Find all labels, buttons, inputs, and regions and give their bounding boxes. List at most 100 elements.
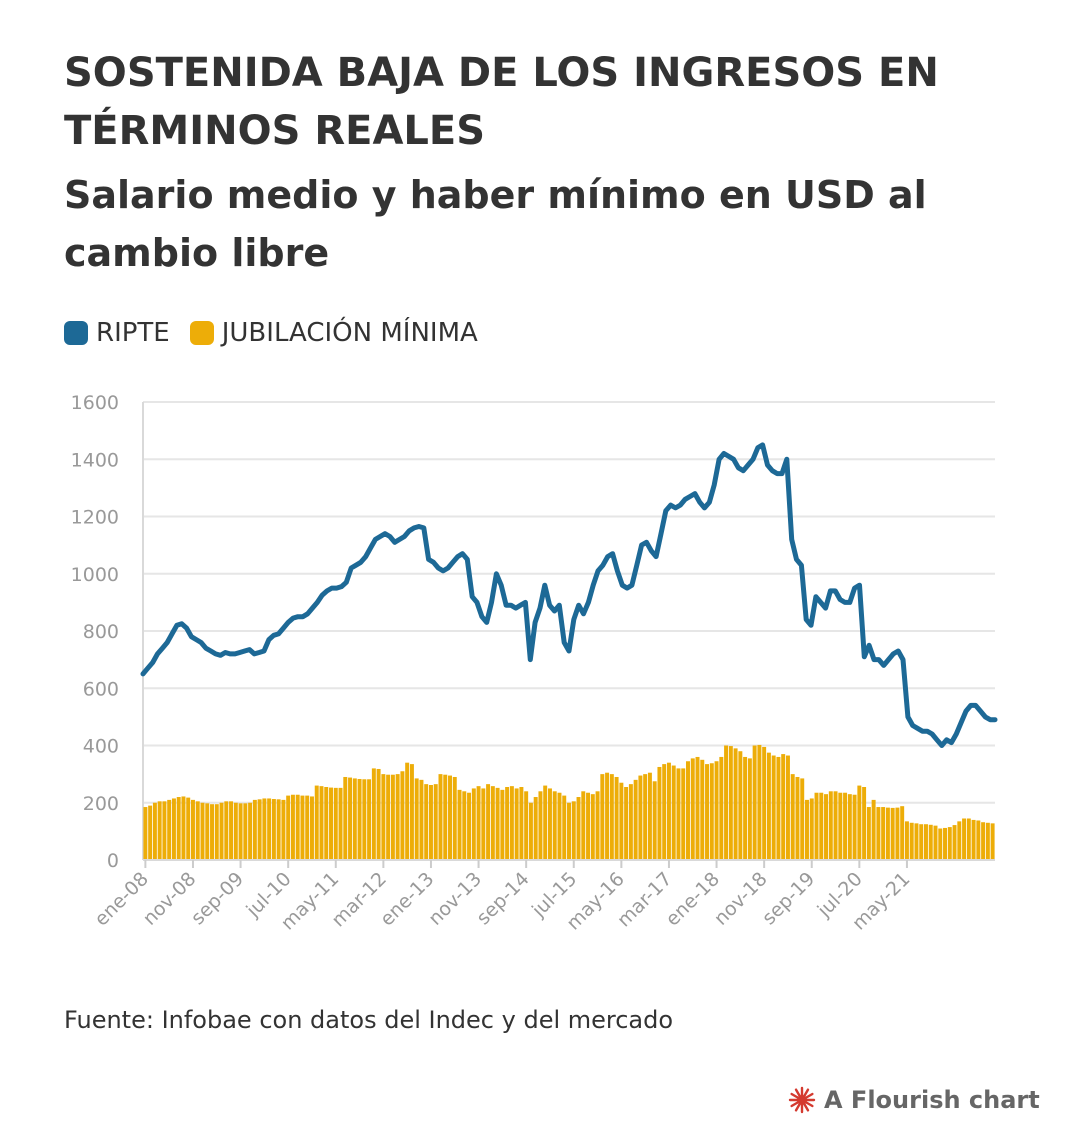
bar [719,756,724,860]
bar [805,799,809,860]
legend-swatch-jubilacion [189,321,214,345]
bar [448,775,452,860]
bar [933,825,938,860]
bar [605,772,610,860]
credit-label: A Flourish chart [824,1086,1040,1114]
bar [547,788,552,860]
x-tick-label: ene-18 [662,868,725,931]
bar [409,764,414,860]
legend-item-ripte[interactable]: RIPTE [64,318,170,348]
bar [471,788,476,860]
bar [567,802,571,860]
bar [481,788,486,860]
bar [286,795,291,860]
bar [462,791,467,860]
bar [200,802,205,860]
bar [533,797,538,860]
bar [866,807,871,860]
flourish-star-icon [788,1086,816,1114]
y-axis: 0 200 400 600 800 1000 1200 1400 1600 [71,392,144,872]
bar [962,818,967,860]
bar [971,819,976,860]
bar [681,768,686,860]
bar [190,799,195,860]
bar [671,765,676,860]
x-tick-label: nov-18 [710,868,772,930]
bar [781,754,786,860]
bar [724,745,729,860]
bar [824,794,829,860]
bar [676,768,681,860]
bar [966,818,971,860]
bar [248,802,253,860]
x-tick-label: sep-14 [472,868,533,929]
bar [766,752,771,860]
bar [148,805,153,860]
bar [324,787,329,860]
bar [367,779,372,860]
bar [909,822,914,860]
star-core [797,1095,807,1105]
bar [743,756,748,860]
bar [881,807,886,860]
legend-item-jubilacion[interactable]: JUBILACIÓN MÍNIMA [189,318,478,348]
bar [686,761,690,860]
bar [167,799,172,860]
bar [305,795,310,860]
bar [424,784,429,860]
bar [143,807,148,860]
bar [476,786,481,860]
bar [233,802,238,860]
bar [700,759,705,860]
bar [714,761,719,860]
y-tick-label: 200 [83,793,119,815]
bar [514,788,519,860]
bar [295,794,300,860]
bar [348,777,353,860]
bar [985,822,990,860]
bar [609,774,614,860]
bar [210,804,214,860]
bar [614,776,619,860]
bar [576,797,581,860]
legend-label-ripte: RIPTE [96,318,170,348]
bar [214,804,219,860]
legend: RIPTE JUBILACIÓN MÍNIMA [64,318,478,348]
bar [586,792,591,860]
bar [176,797,181,860]
bar [443,774,448,860]
bar [728,746,733,860]
bar [162,801,167,860]
bar-series-jubilacion [143,744,995,860]
legend-swatch-ripte [64,321,88,345]
bar [319,786,324,860]
bar [343,776,348,860]
bar [419,779,424,860]
bar [819,792,824,860]
bar [500,789,505,860]
bar [981,822,986,860]
bar [300,795,305,860]
bar [957,821,962,860]
bar [400,771,405,860]
bar [619,782,624,860]
x-tick-label: sep-19 [758,868,819,929]
bar [267,798,272,860]
x-tick-label: nov-08 [139,868,201,930]
chart-subtitle: Salario medio y haber mínimo en USD al c… [64,173,927,275]
bar [790,774,795,860]
bar [371,768,376,860]
x-tick-label: nov-13 [424,868,486,930]
bar [171,798,176,860]
bar [752,745,757,860]
bar [814,792,819,860]
bar [838,792,843,860]
bar [705,764,710,860]
bar [890,807,895,860]
bar [747,758,752,860]
bar [557,792,562,860]
bar [628,784,633,860]
flourish-credit[interactable]: A Flourish chart [788,1086,1040,1114]
bar [552,791,557,860]
bar [338,787,343,860]
